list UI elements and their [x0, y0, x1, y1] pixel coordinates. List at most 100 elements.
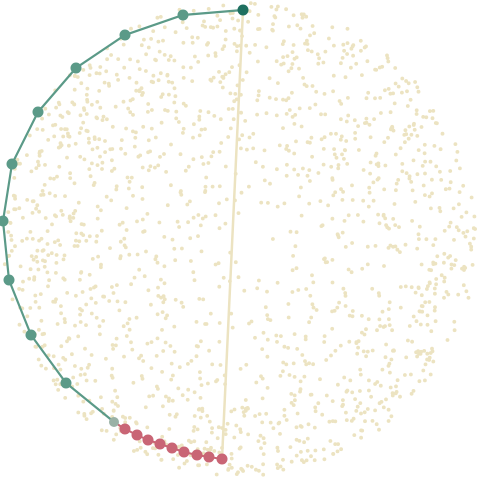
green-node — [70, 62, 82, 74]
scatter-point — [318, 377, 322, 382]
scatter-point — [198, 109, 203, 113]
scatter-point — [149, 79, 154, 84]
scatter-point — [110, 147, 115, 151]
scatter-point — [417, 237, 421, 242]
scatter-point — [104, 194, 109, 199]
scatter-point — [124, 334, 129, 338]
scatter-point — [284, 362, 289, 367]
scatter-point — [443, 187, 448, 192]
scatter-point — [266, 317, 270, 321]
scatter-point — [276, 81, 280, 85]
scatter-point — [201, 162, 206, 166]
scatter-point — [122, 354, 126, 359]
scatter-point — [253, 335, 257, 340]
scatter-point — [324, 393, 329, 398]
scatter-point — [312, 458, 317, 463]
scatter-point — [268, 420, 273, 425]
scatter-point — [261, 330, 266, 335]
scatter-point — [44, 366, 48, 371]
scatter-point — [442, 279, 447, 284]
scatter-point — [66, 336, 71, 341]
scatter-point — [226, 135, 231, 139]
scatter-point — [229, 452, 234, 456]
scatter-point — [136, 59, 140, 64]
scatter-point — [368, 160, 373, 165]
scatter-point — [197, 117, 202, 122]
scatter-point — [365, 262, 370, 267]
scatter-point — [338, 137, 343, 142]
scatter-point — [350, 390, 355, 395]
scatter-point — [138, 445, 143, 450]
scatter-point — [137, 439, 142, 444]
scatter-point — [281, 369, 285, 374]
scatter-point — [292, 122, 297, 126]
scatter-point — [306, 48, 310, 52]
scatter-point — [425, 322, 430, 327]
scatter-point — [212, 114, 217, 118]
scatter-point — [191, 8, 196, 13]
scatter-point — [292, 151, 297, 156]
scatter-point — [210, 426, 215, 430]
scatter-point — [307, 201, 312, 206]
scatter-point — [156, 387, 160, 391]
scatter-point — [333, 348, 338, 353]
scatter-point — [134, 80, 139, 85]
scatter-point — [94, 315, 99, 320]
scatter-point — [191, 157, 196, 162]
scatter-point — [95, 145, 100, 150]
scatter-point — [93, 301, 98, 305]
scatter-point — [18, 264, 23, 269]
scatter-point — [95, 234, 99, 238]
scatter-point — [346, 96, 350, 100]
scatter-point — [322, 257, 326, 261]
scatter-point — [275, 462, 279, 467]
scatter-point — [79, 270, 83, 275]
scatter-point — [423, 171, 427, 176]
scatter-point — [256, 93, 261, 98]
scatter-point — [393, 81, 398, 86]
scatter-point — [87, 167, 92, 172]
scatter-point — [234, 423, 239, 428]
scatter-point — [78, 320, 83, 324]
scatter-point — [221, 275, 226, 280]
scatter-point — [284, 147, 289, 151]
scatter-point — [423, 378, 427, 383]
scatter-point — [448, 254, 452, 258]
scatter-point — [297, 194, 301, 199]
scatter-point — [162, 152, 166, 156]
scatter-point — [190, 79, 195, 83]
pink-node — [166, 442, 178, 454]
scatter-point — [130, 347, 135, 352]
scatter-point — [415, 172, 420, 177]
scatter-point — [414, 350, 418, 355]
scatter-point — [70, 352, 74, 357]
scatter-point — [343, 294, 348, 298]
scatter-point — [99, 208, 103, 213]
scatter-point — [453, 142, 458, 147]
scatter-point — [388, 385, 393, 390]
scatter-point — [253, 43, 257, 47]
scatter-point — [53, 194, 58, 198]
scatter-point — [284, 7, 288, 12]
scatter-point — [428, 109, 432, 113]
scatter-point — [35, 203, 40, 208]
scatter-point — [437, 206, 442, 210]
scatter-point — [307, 320, 311, 325]
scatter-point — [33, 293, 38, 298]
scatter-point — [90, 161, 94, 166]
scatter-point — [206, 161, 211, 165]
scatter-point — [71, 216, 76, 220]
scatter-point — [341, 398, 345, 402]
scatter-point — [332, 152, 337, 157]
scatter-point — [58, 243, 62, 247]
scatter-point — [350, 183, 354, 188]
scatter-point — [324, 358, 329, 362]
scatter-point — [116, 57, 121, 61]
scatter-point — [155, 260, 160, 265]
scatter-point — [45, 270, 50, 275]
scatter-point — [428, 159, 433, 164]
scatter-point — [218, 363, 223, 367]
scatter-point — [85, 99, 90, 104]
scatter-point — [163, 108, 167, 112]
scatter-point — [231, 117, 236, 122]
